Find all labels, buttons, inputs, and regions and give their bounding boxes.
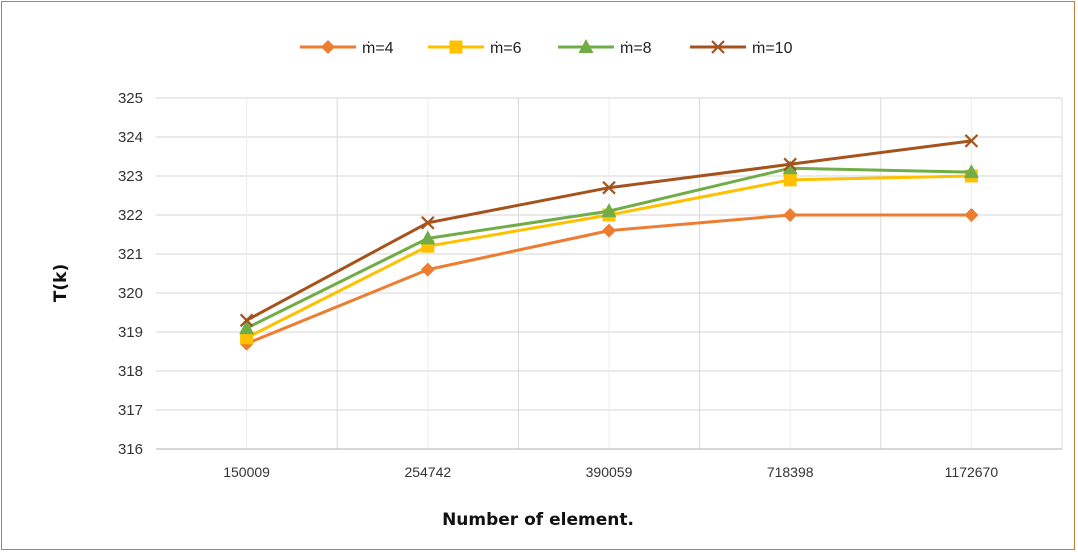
y-tick-label: 321 xyxy=(118,246,143,263)
y-tick-label: 316 xyxy=(118,441,143,458)
legend-label: ṁ=6 xyxy=(490,40,522,57)
legend-marker xyxy=(449,40,463,54)
y-tick-labels: 316 317 318 319 320 321 322 323 324 325 xyxy=(118,90,143,458)
x-tick-label: 718398 xyxy=(767,464,814,480)
y-tick-label: 320 xyxy=(118,285,143,302)
series-4 xyxy=(239,134,979,328)
data-point-marker xyxy=(964,208,979,222)
legend-label: ṁ=8 xyxy=(620,40,652,57)
x-tick-label: 150009 xyxy=(223,464,270,480)
legend-marker xyxy=(321,40,335,54)
data-point-marker xyxy=(602,180,616,195)
data-point-marker xyxy=(602,223,616,238)
legend-item-2: ṁ=6 xyxy=(428,40,522,57)
x-tick-label: 1172670 xyxy=(945,464,999,480)
legend-item-4: ṁ=10 xyxy=(690,40,793,57)
y-axis-title: T(k) xyxy=(51,264,71,302)
legend-item-1: ṁ=4 xyxy=(300,40,394,57)
data-point-marker xyxy=(601,203,617,218)
data-point-marker xyxy=(420,230,436,245)
data-point-marker xyxy=(239,313,254,328)
data-point-marker xyxy=(421,216,435,230)
legend: ṁ=4 ṁ=6 ṁ=8 ṁ=10 xyxy=(300,39,793,57)
data-point-marker xyxy=(420,262,435,277)
x-tick-labels: 150009 254742 390059 718398 1172670 xyxy=(223,464,998,480)
legend-marker xyxy=(711,40,725,54)
data-point-marker xyxy=(963,164,979,179)
data-point-marker xyxy=(782,160,798,175)
series-lines xyxy=(239,134,979,351)
y-tick-label: 323 xyxy=(118,168,143,185)
y-tick-label: 317 xyxy=(118,402,143,419)
data-point-marker xyxy=(964,134,979,148)
y-tick-label: 318 xyxy=(118,363,143,380)
legend-label: ṁ=10 xyxy=(752,40,793,57)
y-tick-label: 325 xyxy=(118,90,143,107)
y-tick-label: 322 xyxy=(118,207,143,224)
y-tick-label: 319 xyxy=(118,324,143,341)
legend-item-3: ṁ=8 xyxy=(558,39,652,57)
x-tick-label: 390059 xyxy=(586,464,633,480)
x-tick-label: 254742 xyxy=(404,464,451,480)
legend-label: ṁ=4 xyxy=(362,40,394,57)
y-tick-label: 324 xyxy=(118,129,143,146)
data-point-marker xyxy=(239,320,255,335)
data-point-marker xyxy=(783,208,798,222)
data-point-marker xyxy=(783,173,797,187)
data-point-marker xyxy=(783,157,797,172)
gridlines xyxy=(156,97,1063,450)
series-3 xyxy=(239,160,979,335)
data-point-marker xyxy=(240,331,254,345)
x-axis-title: Number of element. xyxy=(442,510,634,530)
series-1 xyxy=(239,208,979,351)
legend-marker xyxy=(578,39,594,53)
